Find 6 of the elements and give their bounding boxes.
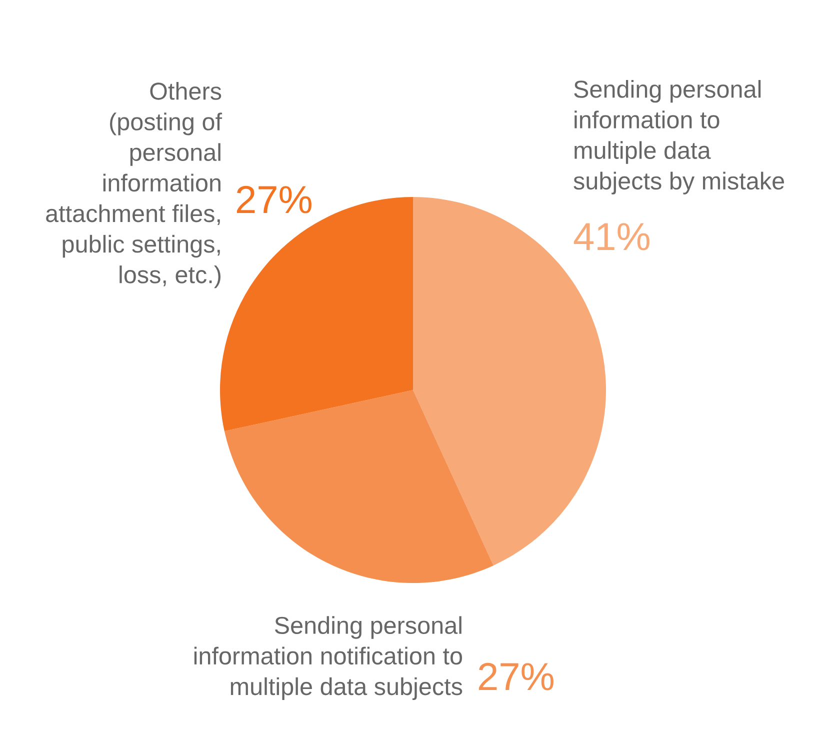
slice-label: Sending personal information to multiple data subjects by mistake — [574, 80, 784, 194]
data-label: 27% — [478, 662, 554, 690]
data-label: 41% — [574, 223, 650, 250]
data-label: 27% — [236, 186, 312, 214]
slice-label: Sending personal information notification to multiple data subjects — [194, 616, 462, 700]
slice-label: Others (posting of personal information attachment files, public settings, loss, etc.) — [46, 82, 222, 288]
